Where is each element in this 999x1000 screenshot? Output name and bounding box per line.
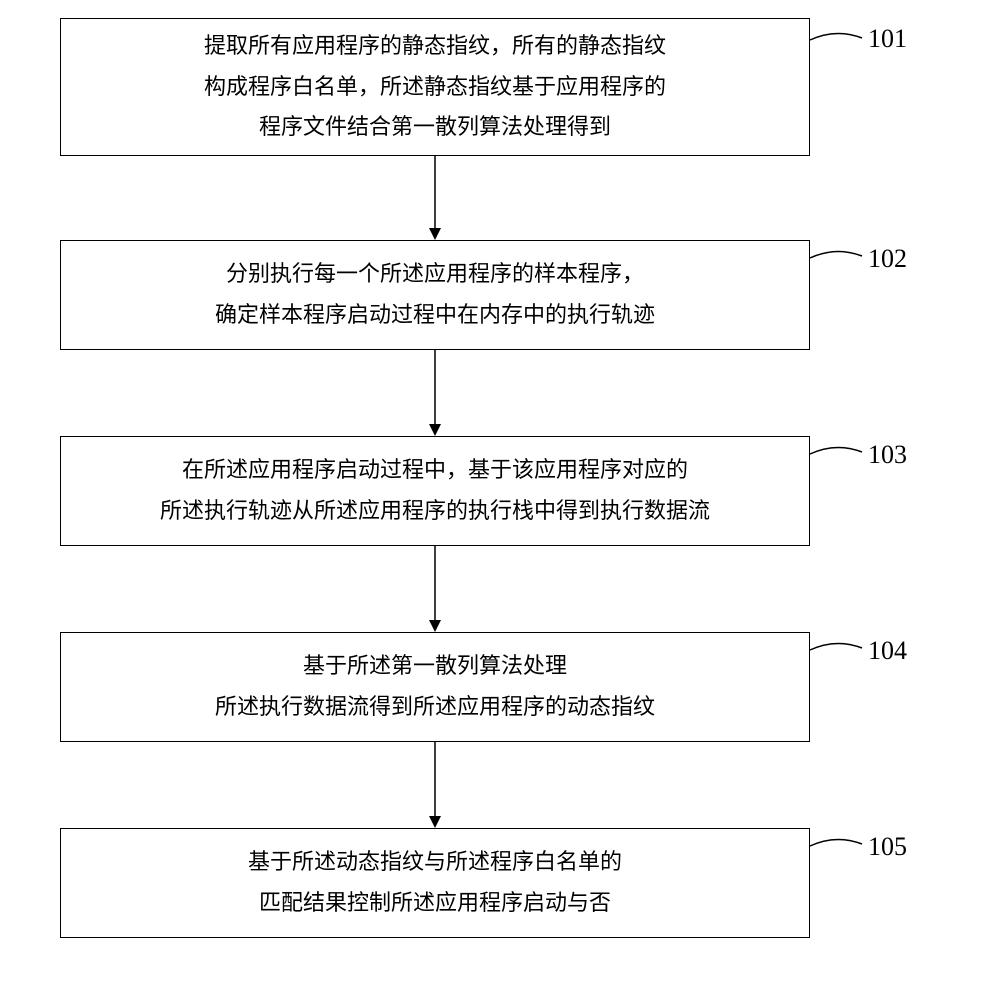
flow-node-104-text: 基于所述第一散列算法处理 所述执行数据流得到所述应用程序的动态指纹 (215, 646, 655, 727)
flow-node-105-text: 基于所述动态指纹与所述程序白名单的 匹配结果控制所述应用程序启动与否 (248, 842, 622, 923)
flow-node-102: 分别执行每一个所述应用程序的样本程序， 确定样本程序启动过程中在内存中的执行轨迹 (60, 240, 810, 350)
flow-node-102-text: 分别执行每一个所述应用程序的样本程序， 确定样本程序启动过程中在内存中的执行轨迹 (215, 254, 655, 335)
flow-node-103: 在所述应用程序启动过程中，基于该应用程序对应的 所述执行轨迹从所述应用程序的执行… (60, 436, 810, 546)
flow-node-103-text: 在所述应用程序启动过程中，基于该应用程序对应的 所述执行轨迹从所述应用程序的执行… (160, 450, 710, 531)
flow-node-101-text: 提取所有应用程序的静态指纹，所有的静态指纹 构成程序白名单，所述静态指纹基于应用… (204, 26, 666, 148)
flow-node-101: 提取所有应用程序的静态指纹，所有的静态指纹 构成程序白名单，所述静态指纹基于应用… (60, 18, 810, 156)
flow-label-101: 101 (868, 24, 907, 54)
flow-label-105: 105 (868, 832, 907, 862)
flow-label-102: 102 (868, 244, 907, 274)
flow-label-103: 103 (868, 440, 907, 470)
flowchart-container: 提取所有应用程序的静态指纹，所有的静态指纹 构成程序白名单，所述静态指纹基于应用… (0, 0, 999, 1000)
flow-node-105: 基于所述动态指纹与所述程序白名单的 匹配结果控制所述应用程序启动与否 (60, 828, 810, 938)
flow-label-104: 104 (868, 636, 907, 666)
flow-node-104: 基于所述第一散列算法处理 所述执行数据流得到所述应用程序的动态指纹 (60, 632, 810, 742)
